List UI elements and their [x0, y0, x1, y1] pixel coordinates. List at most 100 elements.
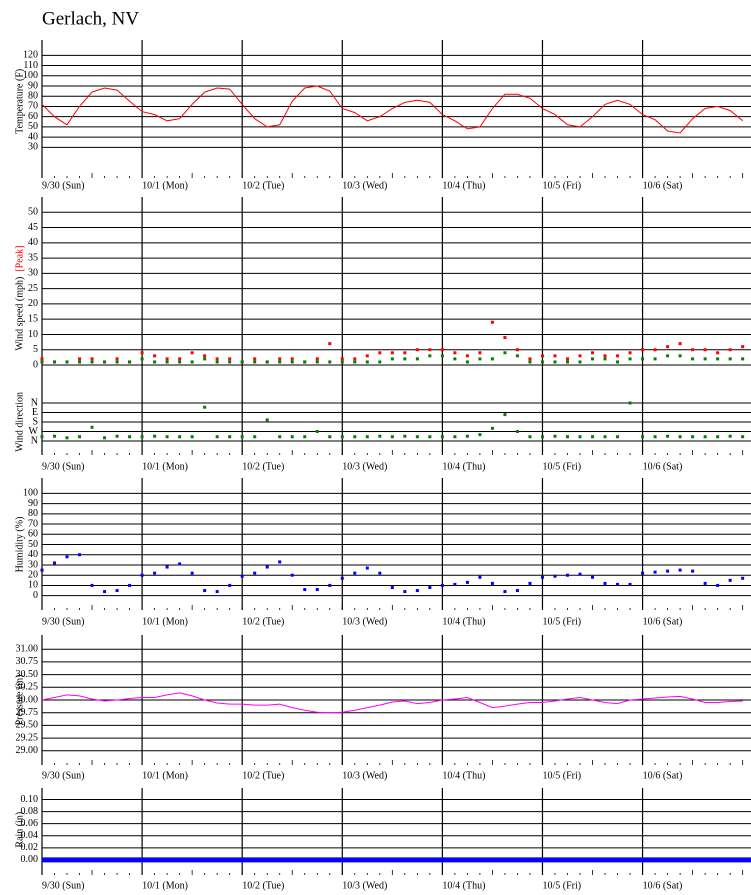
y-axis-label: Rain (in) — [14, 812, 25, 848]
data-point — [641, 571, 645, 575]
data-point — [290, 435, 294, 439]
x-tick-label: 10/4 (Thu) — [442, 180, 485, 191]
y-tick-label: 20 — [28, 298, 38, 309]
data-point — [303, 588, 307, 592]
y-tick-label: 0 — [33, 590, 38, 601]
data-point — [578, 354, 582, 358]
x-tick-label: 9/30 (Sun) — [42, 880, 85, 891]
data-point — [153, 360, 157, 364]
y-tick-label: 30.75 — [16, 656, 39, 667]
data-point — [278, 560, 282, 564]
data-point — [440, 583, 444, 587]
data-point — [653, 357, 657, 361]
data-point — [540, 435, 544, 439]
data-point — [203, 357, 207, 361]
data-point — [603, 581, 607, 585]
y-tick-label: N — [31, 397, 38, 408]
y-tick-label: 60 — [28, 111, 38, 122]
data-point — [465, 580, 469, 584]
data-point — [628, 351, 632, 355]
data-point — [603, 354, 607, 358]
data-point — [115, 434, 119, 438]
data-point — [490, 426, 494, 430]
x-tick-label: 10/6 (Sat) — [643, 180, 683, 191]
data-point — [78, 435, 82, 439]
data-point — [328, 342, 332, 346]
data-point — [390, 351, 394, 355]
y-tick-label: 70 — [28, 518, 38, 529]
y-tick-label: 10 — [28, 329, 38, 340]
data-point — [703, 435, 707, 439]
data-point — [741, 345, 745, 349]
data-point — [628, 357, 632, 361]
data-point — [278, 435, 282, 439]
y-tick-label: 30.25 — [16, 682, 39, 693]
y-tick-label: 29.00 — [16, 745, 39, 756]
data-point — [503, 413, 507, 417]
data-point — [128, 583, 132, 587]
data-point — [616, 360, 620, 364]
data-point — [165, 360, 169, 364]
data-point — [140, 351, 144, 355]
data-point — [353, 360, 357, 364]
data-point — [103, 436, 107, 440]
data-point — [53, 360, 57, 364]
legend-label: [Peak] — [14, 246, 25, 272]
data-point — [553, 574, 557, 578]
data-point — [741, 435, 745, 439]
y-tick-label: 90 — [28, 498, 38, 509]
data-point — [290, 360, 294, 364]
data-point — [453, 351, 457, 355]
data-point — [678, 354, 682, 358]
y-tick-label: 100 — [23, 488, 38, 499]
data-point — [228, 435, 232, 439]
data-point — [365, 360, 369, 364]
data-point — [666, 569, 670, 573]
data-point — [265, 360, 269, 364]
data-point — [565, 435, 569, 439]
data-point — [678, 568, 682, 572]
data-point — [716, 351, 720, 355]
data-point — [103, 590, 107, 594]
data-point — [240, 574, 244, 578]
y-tick-label: 25 — [28, 283, 38, 294]
data-point — [190, 351, 194, 355]
data-point — [403, 590, 407, 594]
data-point — [240, 360, 244, 364]
data-point — [403, 434, 407, 438]
y-tick-label: 5 — [33, 344, 38, 355]
data-point — [653, 570, 657, 574]
data-point — [490, 357, 494, 361]
data-point — [128, 360, 132, 364]
data-point — [403, 351, 407, 355]
data-point — [65, 436, 69, 440]
data-point — [591, 351, 595, 355]
data-point — [578, 360, 582, 364]
data-point — [178, 562, 182, 566]
data-point — [390, 357, 394, 361]
x-tick-label: 10/5 (Fri) — [542, 880, 581, 891]
y-tick-label: 70 — [28, 101, 38, 112]
data-point — [641, 357, 645, 361]
y-tick-label: 10 — [28, 580, 38, 591]
data-point — [565, 360, 569, 364]
data-point — [203, 589, 207, 593]
data-point — [165, 357, 169, 361]
data-point — [190, 435, 194, 439]
data-point — [741, 357, 745, 361]
data-point — [303, 435, 307, 439]
data-point — [641, 348, 645, 352]
y-tick-label: 30 — [28, 142, 38, 153]
y-axis-label: Wind speed (mph) — [14, 277, 25, 351]
data-point — [415, 357, 419, 361]
data-point — [653, 435, 657, 439]
data-point — [353, 357, 357, 361]
data-point — [328, 360, 332, 364]
y-tick-label: 40 — [28, 131, 38, 142]
data-point — [691, 569, 695, 573]
data-point — [253, 435, 257, 439]
data-point — [515, 348, 519, 352]
y-tick-label: 0.00 — [21, 854, 39, 865]
y-tick-label: 30.50 — [16, 669, 39, 680]
